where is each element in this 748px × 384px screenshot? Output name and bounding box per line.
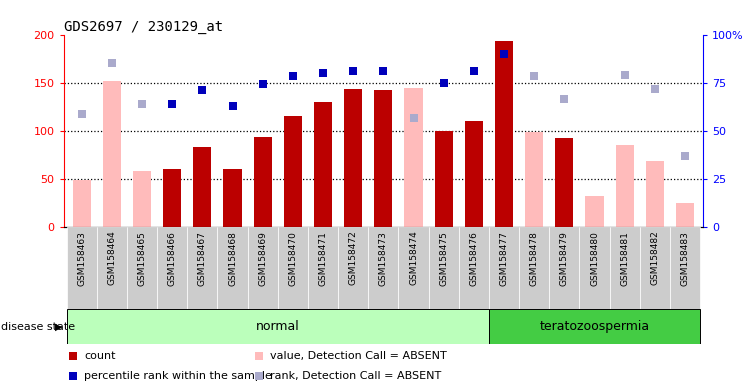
Text: normal: normal <box>256 320 300 333</box>
Bar <box>580 227 610 309</box>
Point <box>347 68 359 74</box>
Bar <box>344 89 362 227</box>
Text: GSM158481: GSM158481 <box>620 231 629 286</box>
Bar <box>254 137 272 227</box>
Point <box>408 115 420 121</box>
Text: GSM158464: GSM158464 <box>108 231 117 285</box>
Text: GSM158474: GSM158474 <box>409 231 418 285</box>
Text: GSM158468: GSM158468 <box>228 231 237 286</box>
Bar <box>670 227 700 309</box>
Bar <box>163 169 181 227</box>
Bar <box>248 227 278 309</box>
Point <box>317 70 329 76</box>
Point <box>136 101 148 107</box>
Bar <box>133 171 151 227</box>
Bar <box>157 227 187 309</box>
Point <box>377 68 389 74</box>
Point <box>287 73 299 79</box>
Text: GSM158466: GSM158466 <box>168 231 177 286</box>
Point <box>528 73 540 79</box>
Point <box>67 353 79 359</box>
Text: GSM158469: GSM158469 <box>258 231 267 286</box>
Text: count: count <box>84 351 115 361</box>
Bar <box>465 121 483 227</box>
Bar <box>459 227 489 309</box>
Point <box>679 154 691 160</box>
Text: percentile rank within the sample: percentile rank within the sample <box>84 371 272 381</box>
Bar <box>495 41 513 227</box>
Text: GSM158471: GSM158471 <box>319 231 328 286</box>
Bar <box>127 227 157 309</box>
Point <box>649 86 660 93</box>
Point <box>619 72 631 78</box>
Bar <box>489 227 519 309</box>
Text: GSM158480: GSM158480 <box>590 231 599 286</box>
Text: ▶: ▶ <box>55 322 62 332</box>
Text: teratozoospermia: teratozoospermia <box>539 320 649 333</box>
Point <box>438 79 450 86</box>
Point <box>76 111 88 118</box>
Text: GSM158472: GSM158472 <box>349 231 358 285</box>
Bar <box>616 145 634 227</box>
Text: value, Detection Call = ABSENT: value, Detection Call = ABSENT <box>269 351 447 361</box>
Text: GSM158467: GSM158467 <box>198 231 207 286</box>
Bar <box>435 131 453 227</box>
Text: GSM158463: GSM158463 <box>77 231 86 286</box>
Bar <box>519 227 549 309</box>
Bar <box>586 196 604 227</box>
Point <box>558 96 570 102</box>
Text: GSM158477: GSM158477 <box>500 231 509 286</box>
Bar <box>102 81 121 227</box>
Text: GSM158476: GSM158476 <box>469 231 479 286</box>
Bar <box>646 161 664 227</box>
Bar <box>187 227 218 309</box>
Text: GSM158479: GSM158479 <box>560 231 568 286</box>
Point <box>197 87 209 93</box>
Text: GSM158483: GSM158483 <box>681 231 690 286</box>
Bar <box>308 227 338 309</box>
Bar <box>405 88 423 227</box>
Text: GSM158478: GSM158478 <box>530 231 539 286</box>
Bar <box>374 90 393 227</box>
Bar <box>314 102 332 227</box>
Bar <box>610 227 640 309</box>
Bar <box>525 132 543 227</box>
Point <box>166 101 178 107</box>
Point <box>227 103 239 109</box>
Text: rank, Detection Call = ABSENT: rank, Detection Call = ABSENT <box>269 371 441 381</box>
Bar <box>429 227 459 309</box>
Bar <box>67 227 96 309</box>
Text: GSM158465: GSM158465 <box>138 231 147 286</box>
Bar <box>224 169 242 227</box>
Bar <box>278 227 308 309</box>
Bar <box>338 227 368 309</box>
Point <box>67 372 79 379</box>
Point <box>253 353 265 359</box>
Bar <box>549 227 580 309</box>
Bar <box>67 309 489 344</box>
Bar <box>73 180 91 227</box>
Bar <box>218 227 248 309</box>
Point <box>253 372 265 379</box>
Bar <box>399 227 429 309</box>
Text: GSM158473: GSM158473 <box>378 231 388 286</box>
Bar <box>96 227 127 309</box>
Text: GSM158470: GSM158470 <box>288 231 298 286</box>
Point <box>498 51 510 57</box>
Text: disease state: disease state <box>1 322 76 332</box>
Text: GDS2697 / 230129_at: GDS2697 / 230129_at <box>64 20 223 33</box>
Bar <box>676 203 694 227</box>
Text: GSM158482: GSM158482 <box>650 231 659 285</box>
Point <box>468 68 479 74</box>
Bar <box>193 147 212 227</box>
Bar <box>640 227 670 309</box>
Bar <box>368 227 399 309</box>
Point <box>106 60 118 66</box>
Bar <box>283 116 302 227</box>
Point <box>257 81 269 87</box>
Bar <box>555 138 574 227</box>
Text: GSM158475: GSM158475 <box>439 231 448 286</box>
Bar <box>489 309 700 344</box>
